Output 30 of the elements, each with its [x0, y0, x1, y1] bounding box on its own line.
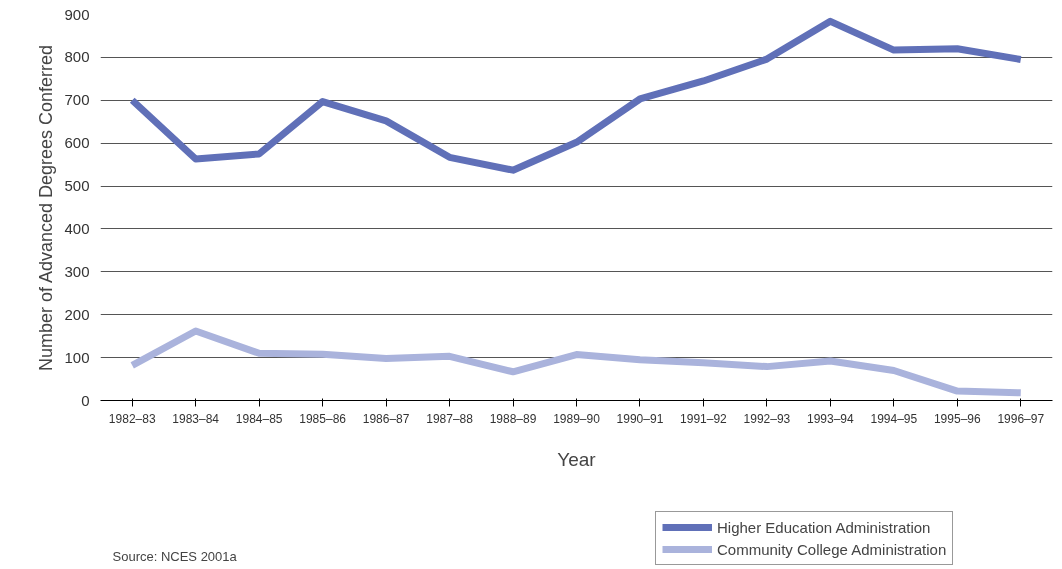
y-tick-label: 600 — [64, 134, 90, 152]
x-tick-label: 1984–85 — [235, 411, 283, 426]
legend-label: Community College Administration — [717, 540, 947, 558]
x-axis-title: Year — [557, 448, 597, 470]
x-tick-label: 1995–96 — [933, 411, 981, 426]
source-note: Source: NCES 2001a — [112, 548, 238, 564]
x-tick-label: 1989–90 — [553, 411, 601, 426]
legend-label: Higher Education Administration — [717, 518, 931, 536]
y-tick-label: 700 — [64, 91, 90, 109]
x-tick-label: 1996–97 — [997, 411, 1045, 426]
y-tick-label: 400 — [64, 219, 90, 237]
y-tick-label: 100 — [64, 348, 90, 366]
x-tick-label: 1991–92 — [680, 411, 728, 426]
x-tick-label: 1992–93 — [743, 411, 791, 426]
x-tick-label: 1987–88 — [426, 411, 474, 426]
x-tick-label: 1982–83 — [108, 411, 156, 426]
x-tick-label: 1994–95 — [870, 411, 918, 426]
x-tick-label: 1988–89 — [489, 411, 537, 426]
y-tick-label: 200 — [64, 305, 90, 323]
y-tick-label: 300 — [64, 262, 90, 280]
y-tick-label: 800 — [64, 48, 90, 66]
x-tick-label: 1993–94 — [807, 411, 855, 426]
y-axis-title: Number of Advanced Degrees Conferred — [36, 44, 57, 372]
x-tick-label: 1983–84 — [172, 411, 220, 426]
x-tick-label: 1990–91 — [616, 411, 664, 426]
y-tick-label: 500 — [64, 177, 90, 195]
x-tick-label: 1986–87 — [362, 411, 410, 426]
y-tick-label: 0 — [81, 391, 90, 409]
x-tick-label: 1985–86 — [299, 411, 347, 426]
y-tick-label: 900 — [64, 5, 90, 23]
